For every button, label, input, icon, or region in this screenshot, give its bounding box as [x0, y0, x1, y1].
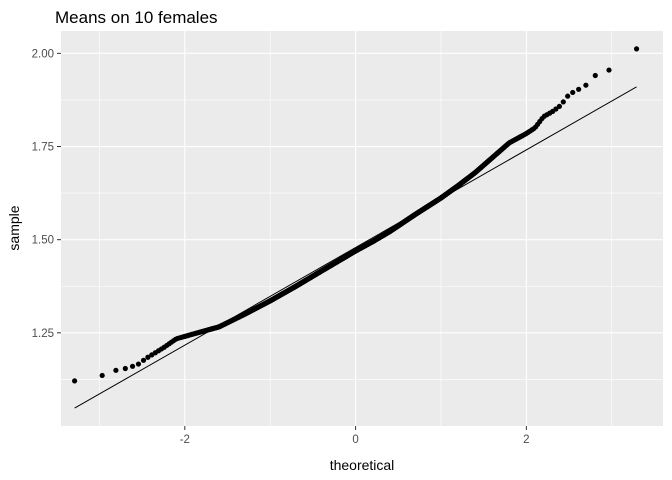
data-point [556, 103, 563, 109]
data-point [122, 365, 128, 372]
x-tick-label: 0 [352, 434, 358, 446]
plot-panel [61, 31, 663, 426]
x-axis-ticks: -2 0 2 [180, 426, 530, 446]
data-point [145, 354, 151, 360]
x-axis-title: theoretical [330, 457, 395, 473]
data-point [633, 46, 640, 52]
data-point [140, 357, 147, 363]
data-point [72, 378, 78, 384]
data-point [570, 89, 576, 96]
y-tick-label: 1.75 [32, 142, 54, 154]
data-point [113, 367, 119, 373]
minor-gridlines [61, 31, 663, 426]
x-tick-label: 2 [523, 434, 529, 446]
data-point [583, 82, 589, 88]
chart-title: Means on 10 females [55, 8, 218, 27]
reference-line [74, 86, 637, 409]
data-point [606, 67, 612, 73]
x-tick-label: -2 [180, 434, 190, 446]
data-point [576, 86, 582, 92]
data-points [72, 46, 640, 384]
y-tick-label: 2.00 [32, 48, 54, 60]
major-gridlines [61, 31, 663, 426]
data-point [129, 363, 136, 369]
y-axis-title: sample [6, 205, 22, 250]
data-point [592, 72, 598, 79]
y-tick-label: 1.50 [32, 235, 54, 247]
data-point [565, 93, 571, 99]
data-point [135, 361, 142, 367]
data-point [560, 99, 566, 105]
y-axis-ticks: 1.25 1.50 1.75 2.00 [32, 48, 61, 340]
y-tick-label: 1.25 [32, 328, 54, 340]
data-point [99, 372, 105, 379]
